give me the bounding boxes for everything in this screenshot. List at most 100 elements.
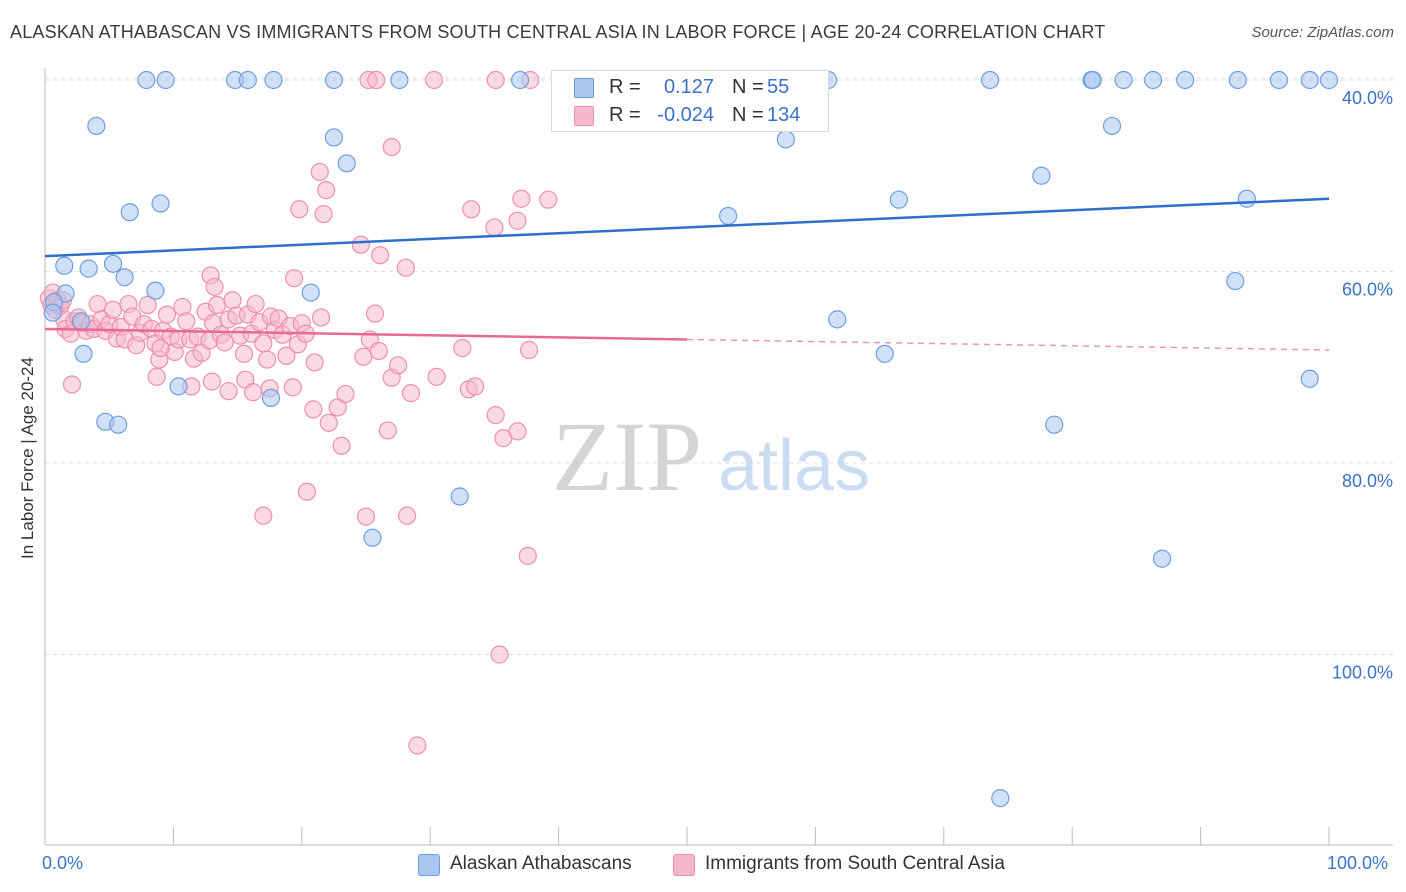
y-tick-label: 40.0% (1342, 88, 1393, 108)
athabascan-point (71, 312, 91, 331)
pink-swatch (574, 106, 594, 126)
immigrants-point (223, 291, 242, 310)
immigrants-point (305, 353, 324, 372)
athabascan-point (103, 254, 123, 273)
athabascan-point (324, 70, 343, 90)
athabascan-point (87, 116, 106, 136)
athabascan-point (261, 388, 281, 407)
immigrants-point (284, 269, 304, 288)
n-label: N = (732, 104, 764, 126)
immigrants-point (277, 346, 296, 365)
legend-label-athabascans: Alaskan Athabascans (450, 853, 632, 874)
r-label: R = (609, 76, 641, 98)
immigrants-point (138, 295, 157, 315)
athabascan-point (301, 283, 320, 302)
immigrants-point (369, 341, 388, 361)
immigrants-point (401, 384, 421, 403)
immigrants-point (518, 546, 537, 565)
immigrants-point (512, 189, 531, 208)
immigrants-point (62, 375, 82, 394)
athabascan-trend-line (44, 197, 1330, 258)
athabascan-point (74, 344, 93, 363)
r-label: R = (609, 104, 641, 126)
immigrants-point (243, 383, 263, 402)
immigrants-trend-line-dashed (686, 338, 1330, 351)
athabascan-point (1152, 549, 1172, 568)
immigrants-point (207, 295, 227, 315)
immigrants-point (317, 181, 336, 200)
immigrants-point (310, 162, 329, 182)
athabascan-point (390, 70, 409, 90)
immigrants-point (378, 421, 397, 440)
athabascan-point (169, 377, 188, 396)
athabascan-point (151, 194, 170, 213)
immigrants-point (508, 211, 527, 230)
watermark-atlas: atlas (718, 426, 870, 506)
athabascan-point (828, 310, 847, 329)
immigrants-point (297, 482, 317, 501)
chart-title: ALASKAN ATHABASCAN VS IMMIGRANTS FROM SO… (10, 22, 1106, 42)
immigrants-point (365, 304, 385, 323)
immigrants-point (462, 200, 481, 219)
immigrants-point (328, 398, 347, 417)
stats-legend-row-immigrants: R = -0.024 N = 134 (552, 102, 828, 128)
immigrants-trend-line (44, 327, 688, 341)
immigrants-point (254, 506, 273, 525)
athabascan-point (1143, 70, 1163, 90)
source-credit: Source: ZipAtlas.com (1251, 24, 1394, 41)
immigrants-point (202, 372, 222, 391)
athabascan-point (991, 789, 1010, 808)
immigrants-point (371, 246, 390, 265)
athabascan-point (1228, 70, 1247, 90)
athabascan-point (776, 130, 795, 149)
immigrants-point (151, 339, 170, 358)
athabascan-point (1102, 116, 1122, 136)
immigrants-point (336, 384, 355, 404)
n-value: 134 (767, 104, 801, 126)
blue-legend-swatch (418, 854, 440, 876)
athabascan-point (980, 70, 1000, 90)
athabascan-point (889, 190, 908, 209)
immigrants-point (396, 258, 415, 277)
immigrants-point (508, 422, 527, 441)
immigrants-point (205, 277, 224, 296)
n-label: N = (732, 76, 764, 98)
x-axis-left-label: 0.0% (42, 853, 84, 873)
immigrants-point (486, 70, 505, 90)
athabascan-point (120, 203, 139, 222)
immigrants-point (382, 137, 401, 157)
pink-legend-swatch (673, 854, 695, 876)
athabascan-point (115, 268, 134, 287)
athabascan-point (337, 154, 356, 173)
immigrants-point (354, 347, 373, 366)
athabascan-point (324, 128, 343, 147)
immigrants-point (283, 378, 302, 397)
immigrants-point (177, 312, 196, 331)
r-value: 0.127 (663, 76, 714, 98)
athabascan-point (363, 528, 382, 547)
immigrants-point (486, 406, 505, 425)
athabascan-point (79, 259, 98, 278)
athabascan-point (1226, 271, 1245, 291)
athabascan-point (146, 281, 165, 300)
athabascan-point (1083, 70, 1102, 90)
athabascan-point (55, 256, 74, 275)
immigrants-point (332, 436, 351, 455)
y-tick-label: 60.0% (1342, 280, 1393, 300)
athabascan-point (43, 303, 62, 322)
stats-legend: R = 0.127 N = 55 R = -0.024 N = 134 (551, 70, 829, 132)
athabascan-point (1269, 70, 1289, 90)
immigrants-point (397, 506, 417, 525)
athabascan-point (238, 70, 257, 90)
immigrants-point (157, 305, 177, 324)
immigrants-point (367, 70, 386, 90)
immigrants-point (258, 350, 277, 369)
athabascan-point (718, 206, 738, 226)
immigrants-point (234, 344, 254, 363)
athabascan-point (109, 415, 128, 434)
athabascan-point (1176, 70, 1195, 90)
athabascan-point (1300, 369, 1319, 388)
legend-label-immigrants: Immigrants from South Central Asia (705, 853, 1005, 874)
immigrants-point (103, 300, 123, 319)
